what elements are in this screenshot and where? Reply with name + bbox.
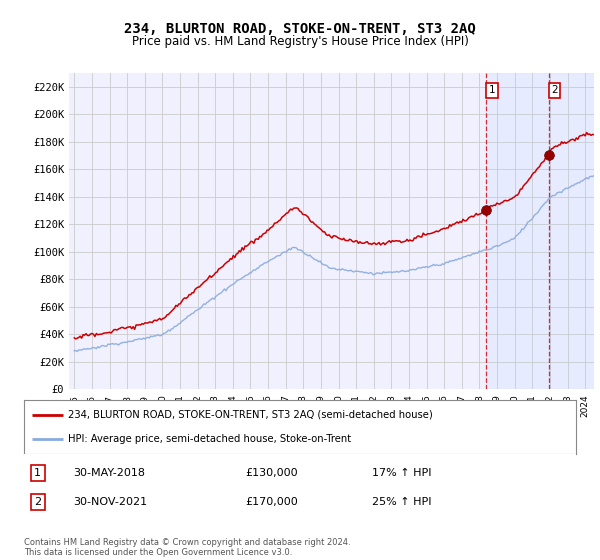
Text: £170,000: £170,000 [245, 497, 298, 507]
Text: 234, BLURTON ROAD, STOKE-ON-TRENT, ST3 2AQ (semi-detached house): 234, BLURTON ROAD, STOKE-ON-TRENT, ST3 2… [68, 410, 433, 420]
Text: 30-MAY-2018: 30-MAY-2018 [74, 468, 146, 478]
Text: Contains HM Land Registry data © Crown copyright and database right 2024.
This d: Contains HM Land Registry data © Crown c… [24, 538, 350, 557]
Bar [548, 73, 594, 389]
Text: 2: 2 [551, 85, 558, 95]
Text: Price paid vs. HM Land Registry's House Price Index (HPI): Price paid vs. HM Land Registry's House … [131, 35, 469, 48]
Text: 1: 1 [34, 468, 41, 478]
Text: 30-NOV-2021: 30-NOV-2021 [74, 497, 148, 507]
Text: 234, BLURTON ROAD, STOKE-ON-TRENT, ST3 2AQ: 234, BLURTON ROAD, STOKE-ON-TRENT, ST3 2… [124, 22, 476, 36]
Text: £130,000: £130,000 [245, 468, 298, 478]
Text: 1: 1 [488, 85, 495, 95]
Text: 25% ↑ HPI: 25% ↑ HPI [372, 497, 431, 507]
Text: 2: 2 [34, 497, 41, 507]
Text: HPI: Average price, semi-detached house, Stoke-on-Trent: HPI: Average price, semi-detached house,… [68, 434, 351, 444]
Text: 17% ↑ HPI: 17% ↑ HPI [372, 468, 431, 478]
Bar [486, 73, 548, 389]
